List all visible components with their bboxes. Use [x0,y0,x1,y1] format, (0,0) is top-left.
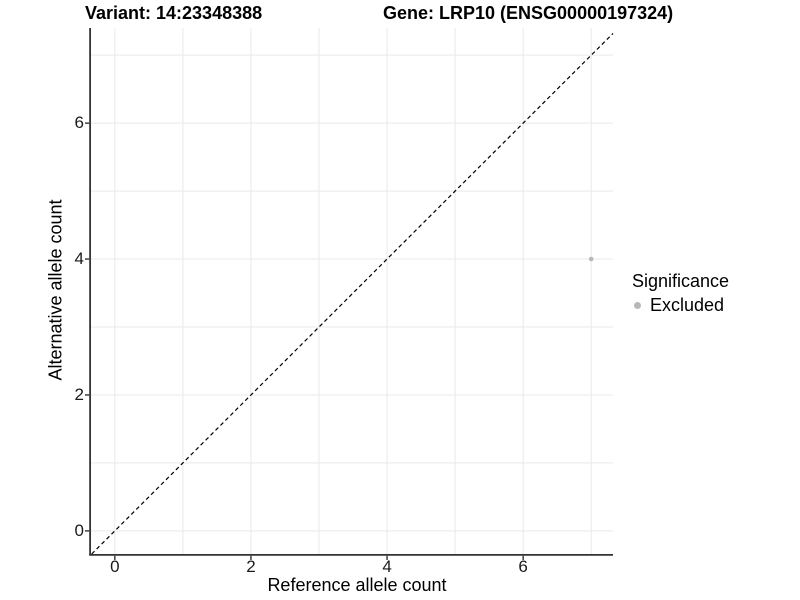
x-tick-label: 4 [382,557,392,576]
excluded-dot-icon [634,302,641,309]
y-tick-label: 6 [74,113,84,133]
x-tick-label: 6 [518,557,528,576]
legend: Significance Excluded [630,271,729,316]
legend-entry-excluded: Excluded [630,295,729,316]
x-tick-label: 0 [110,557,120,576]
x-tick-label: 2 [246,557,256,576]
identity-line [91,33,614,555]
plot-title-gene: Gene: LRP10 (ENSG00000197324) [383,3,674,23]
data-point [588,256,594,262]
y-axis-title: Alternative allele count [45,199,66,381]
legend-entry-label: Excluded [650,295,725,315]
x-axis-title: Reference allele count [267,575,447,595]
y-tick-label: 0 [74,520,84,540]
plot-title-variant: Variant: 14:23348388 [85,3,263,23]
legend-title: Significance [632,271,730,291]
y-tick-label: 4 [74,249,84,269]
y-tick-label: 2 [74,384,84,404]
